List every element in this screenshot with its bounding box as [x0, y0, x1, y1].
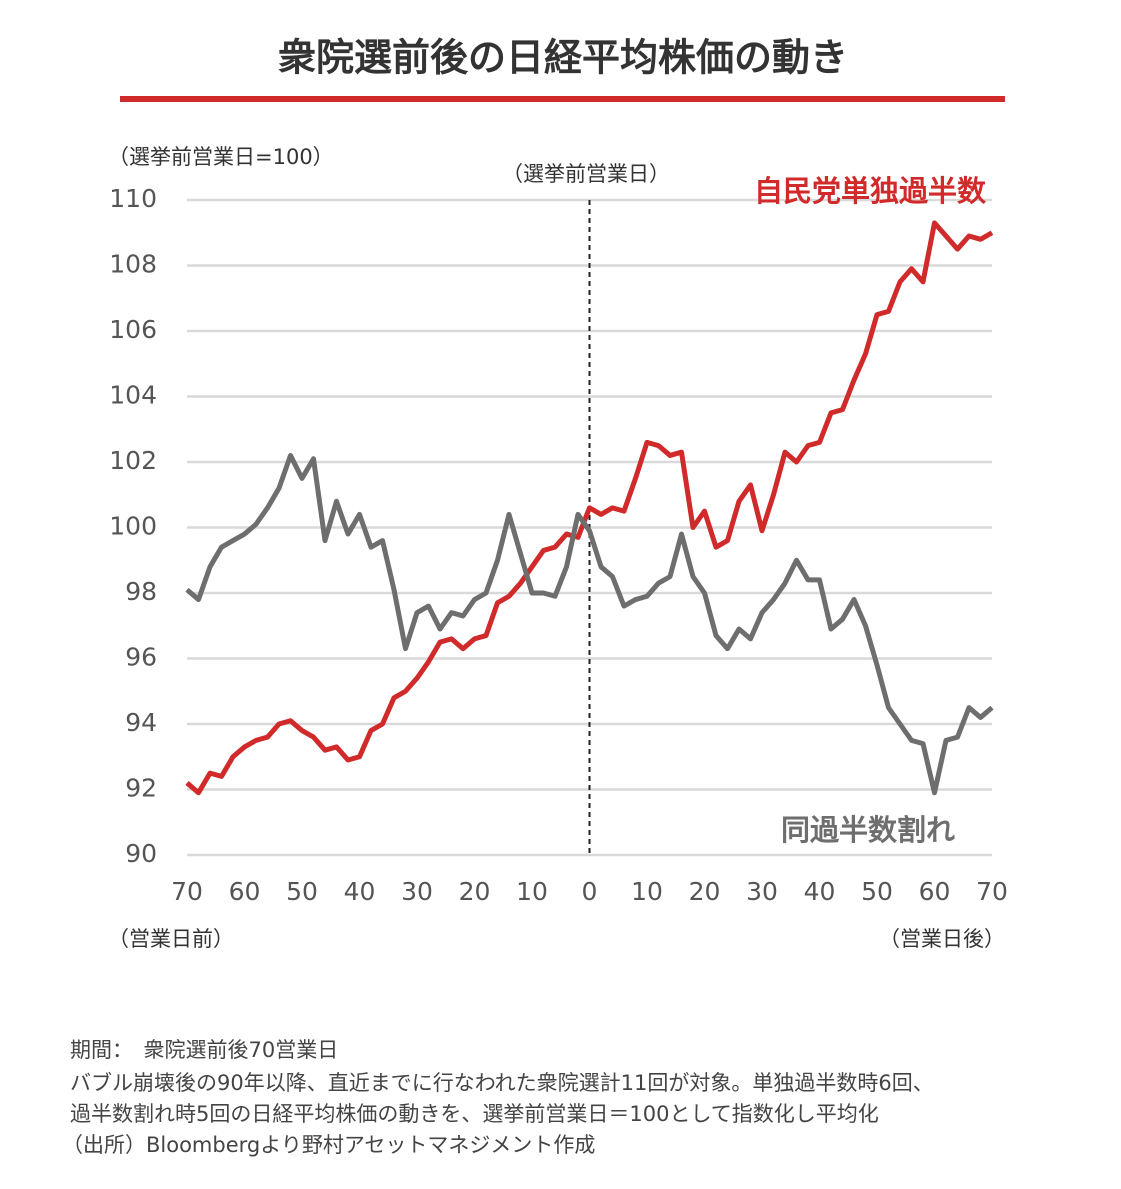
x-tick-label: 0 [582, 877, 598, 906]
x-tick-label: 40 [804, 877, 836, 906]
y-tick-label: 100 [109, 512, 157, 541]
y-tick-label: 96 [125, 643, 157, 672]
x-tick-label: 20 [689, 877, 721, 906]
x-tick-label: 20 [459, 877, 491, 906]
x-tick-label: 60 [919, 877, 951, 906]
x-tick-label: 40 [344, 877, 376, 906]
x-tick-label: 10 [516, 877, 548, 906]
x-tick-label: 30 [401, 877, 433, 906]
vline-label: （選挙前営業日） [502, 162, 670, 186]
y-tick-label: 102 [109, 446, 157, 475]
series-label: 自民党単独過半数 [754, 174, 987, 208]
x-tick-label: 70 [976, 877, 1008, 906]
y-tick-label: 104 [109, 381, 157, 410]
chart-title: 衆院選前後の日経平均株価の動き [278, 36, 848, 80]
y-tick-label: 110 [109, 184, 157, 213]
note: 期間： 衆院選前後70営業日 [70, 1038, 338, 1062]
x-tick-label: 50 [286, 877, 318, 906]
y-tick-label: 90 [125, 839, 157, 868]
x-left-label: （営業日前） [108, 927, 234, 951]
y-tick-label: 94 [125, 708, 157, 737]
series-label: 同過半数割れ [781, 813, 955, 847]
y-tick-label: 108 [109, 250, 157, 279]
y-tick-label: 98 [125, 577, 157, 606]
series-line [185, 452, 994, 796]
x-tick-label: 60 [229, 877, 261, 906]
series-line [185, 220, 994, 796]
note: バブル崩壊後の90年以降、直近までに行なわれた衆院選計11回が対象。単独過半数時… [70, 1071, 934, 1095]
note: 過半数割れ時5回の日経平均株価の動きを、選挙前営業日＝100として指数化し平均化 [70, 1102, 879, 1126]
y-tick-label: 92 [125, 774, 157, 803]
x-tick-label: 70 [171, 877, 203, 906]
y-unit-label: （選挙前営業日=100） [108, 145, 334, 169]
y-tick-label: 106 [109, 315, 157, 344]
x-tick-label: 30 [746, 877, 778, 906]
note: （出所）Bloombergより野村アセットマネジメント作成 [62, 1133, 595, 1157]
x-tick-label: 50 [861, 877, 893, 906]
x-right-label: （営業日後） [879, 927, 1005, 951]
x-tick-label: 10 [631, 877, 663, 906]
title-rule [120, 96, 1005, 102]
